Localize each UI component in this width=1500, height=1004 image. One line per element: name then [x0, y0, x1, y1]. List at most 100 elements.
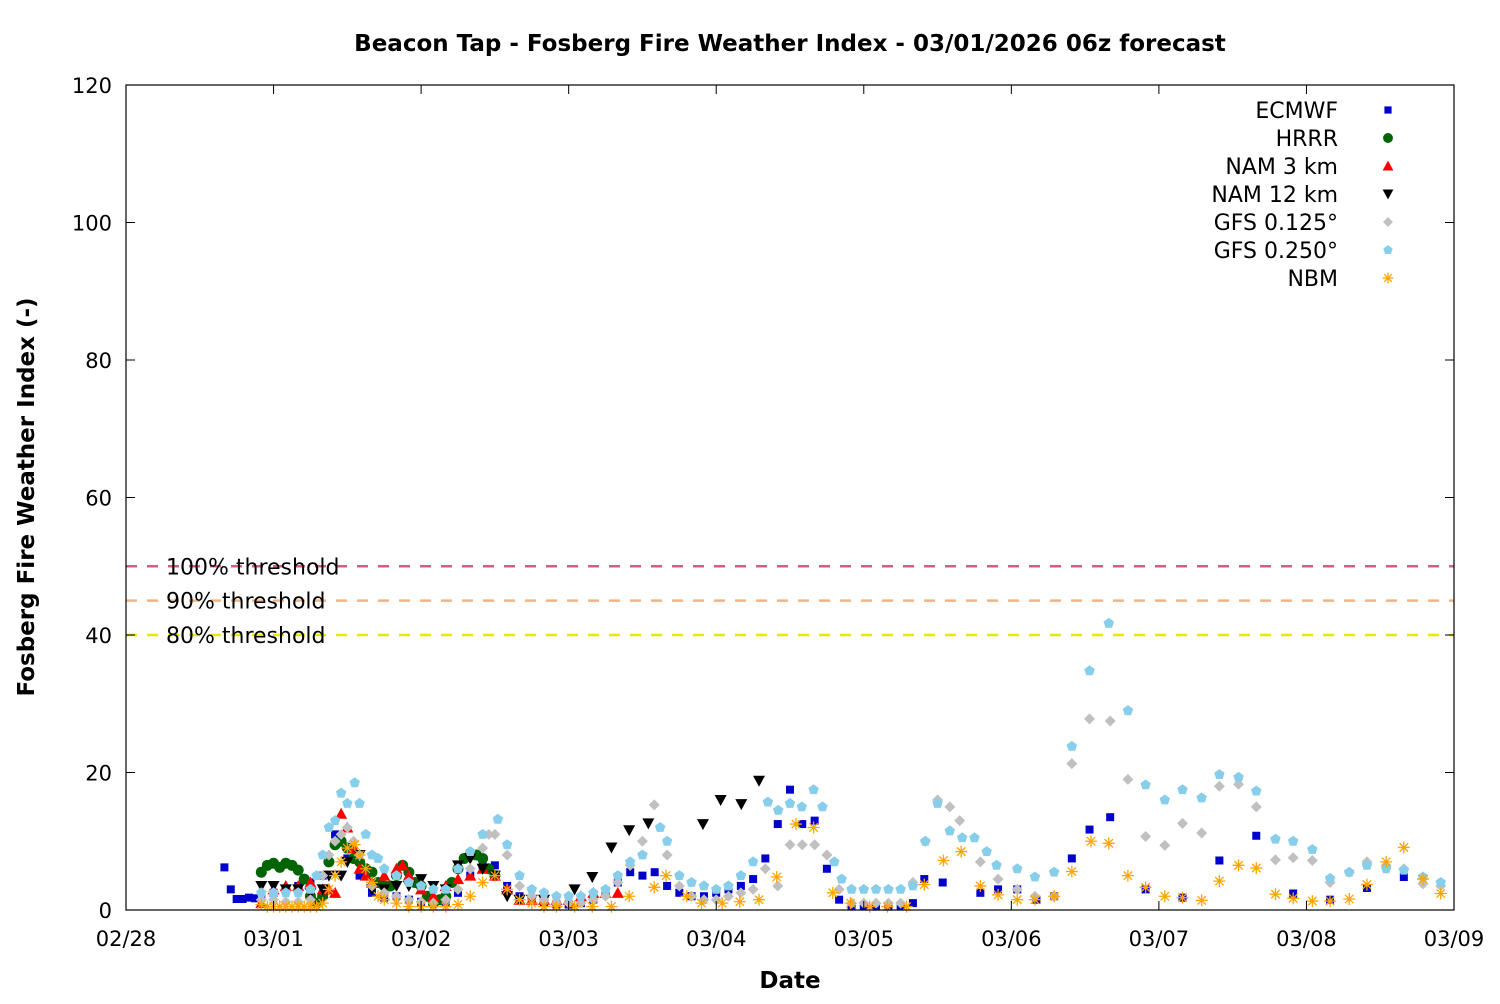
- data-point-nbm: [770, 871, 783, 883]
- data-point-gfs0125: [895, 897, 907, 909]
- data-point-nbm: [753, 893, 766, 906]
- data-point-gfs0250: [1177, 784, 1188, 795]
- data-point-ecmwf: [626, 868, 635, 877]
- data-point-nbm: [1139, 881, 1152, 894]
- data-point-nbm: [900, 900, 913, 913]
- data-point-nam3km: [359, 869, 372, 881]
- data-point-gfs0250: [391, 870, 402, 881]
- data-point-gfs0125: [870, 897, 882, 909]
- data-point-gfs0250: [711, 883, 722, 894]
- data-point-gfs0125: [440, 894, 452, 906]
- data-point-gfs0250: [1103, 617, 1114, 628]
- data-point-gfs0125: [452, 883, 464, 895]
- data-point-nam12km: [255, 880, 268, 892]
- data-point-gfs0125: [335, 828, 347, 840]
- data-point-gfs0125: [821, 849, 833, 861]
- data-point-gfs0250: [1270, 833, 1281, 844]
- data-point-nbm: [1380, 855, 1393, 868]
- data-point-gfs0250: [492, 813, 504, 824]
- data-point-nbm: [733, 895, 746, 908]
- data-point-gfs0125: [636, 835, 648, 847]
- data-point-nam3km: [402, 869, 415, 881]
- data-point-ecmwf: [773, 820, 782, 829]
- data-point-nbm: [937, 854, 950, 867]
- data-point-nbm: [680, 890, 693, 903]
- data-point-gfs0125: [1140, 830, 1152, 842]
- data-point-gfs0250: [969, 832, 980, 843]
- data-point-gfs0125: [514, 880, 526, 892]
- data-point-gfs0250: [1122, 705, 1134, 716]
- data-point-nbm: [310, 900, 323, 913]
- data-point-nbm: [464, 890, 477, 903]
- legend-label: HRRR: [1276, 127, 1338, 152]
- threshold-label: 80% threshold: [166, 624, 326, 649]
- data-point-ecmwf: [238, 895, 247, 903]
- legend-label: GFS 0.250°: [1214, 239, 1338, 264]
- data-point-gfs0250: [735, 870, 747, 881]
- data-point-nam12km: [316, 884, 329, 896]
- data-point-nbm: [1102, 837, 1115, 850]
- data-point-gfs0250: [944, 825, 955, 836]
- x-tick-label: 03/09: [1424, 927, 1485, 951]
- data-point-gfs0125: [648, 799, 660, 811]
- data-point-gfs0250: [907, 880, 919, 891]
- data-point-gfs0250: [1435, 877, 1446, 887]
- data-point-nbm: [1343, 893, 1356, 905]
- data-point-gfs0125: [784, 839, 796, 851]
- data-point-hrrr: [298, 873, 310, 885]
- data-point-gfs0250: [762, 796, 774, 807]
- data-point-nbm: [286, 900, 298, 913]
- legend-marker-asterisk: [1382, 272, 1394, 284]
- series-nbm: [255, 818, 1447, 913]
- data-point-nbm: [623, 890, 636, 903]
- data-point-nbm: [605, 900, 618, 913]
- data-point-gfs0125: [1287, 852, 1299, 864]
- data-point-nbm: [1121, 869, 1134, 882]
- data-point-nbm: [1232, 859, 1245, 872]
- data-point-ecmwf: [810, 816, 819, 825]
- data-point-gfs0250: [360, 828, 371, 839]
- data-point-nbm: [488, 869, 501, 882]
- data-point-nbm: [390, 897, 403, 910]
- x-tick-label: 02/28: [96, 927, 157, 951]
- data-point-gfs0250: [1251, 785, 1262, 796]
- data-point-nam12km: [341, 856, 354, 868]
- data-point-gfs0250: [256, 887, 267, 898]
- data-point-nbm: [341, 842, 354, 855]
- data-point-gfs0125: [464, 863, 476, 875]
- data-point-gfs0250: [323, 822, 335, 832]
- data-point-gfs0250: [588, 887, 599, 898]
- data-point-gfs0250: [280, 887, 291, 898]
- data-point-gfs0125: [390, 890, 402, 902]
- x-tick-label: 03/01: [243, 927, 304, 951]
- data-point-nbm: [844, 897, 857, 910]
- data-point-gfs0250: [1307, 844, 1318, 854]
- data-point-gfs0250: [773, 804, 784, 815]
- data-point-ecmwf: [1085, 825, 1094, 834]
- data-point-nbm: [378, 893, 391, 906]
- data-point-gfs0250: [836, 873, 847, 884]
- data-point-gfs0250: [563, 890, 574, 901]
- data-point-ecmwf: [232, 895, 241, 903]
- data-point-gfs0250: [526, 883, 537, 894]
- data-point-ecmwf: [976, 888, 985, 897]
- data-point-gfs0125: [1196, 827, 1208, 839]
- data-point-nbm: [1085, 835, 1098, 848]
- data-point-hrrr: [292, 864, 304, 876]
- data-point-nam12km: [714, 795, 727, 806]
- data-point-gfs0125: [772, 880, 784, 892]
- data-point-gfs0125: [329, 835, 341, 847]
- data-point-nbm: [1176, 891, 1189, 904]
- chart-title: Beacon Tap - Fosberg Fire Weather Index …: [354, 31, 1226, 57]
- data-point-gfs0250: [311, 870, 322, 881]
- data-point-nam12km: [642, 818, 655, 830]
- data-point-nbm: [550, 900, 563, 913]
- x-tick-label: 03/05: [834, 927, 895, 951]
- data-point-gfs0125: [882, 897, 894, 909]
- data-point-gfs0125: [1104, 715, 1116, 727]
- data-point-nbm: [586, 900, 599, 913]
- y-tick-label: 60: [85, 487, 112, 511]
- legend-marker-triangle-up: [1382, 160, 1394, 171]
- data-point-gfs0250: [1196, 792, 1207, 803]
- data-point-nbm: [881, 900, 894, 913]
